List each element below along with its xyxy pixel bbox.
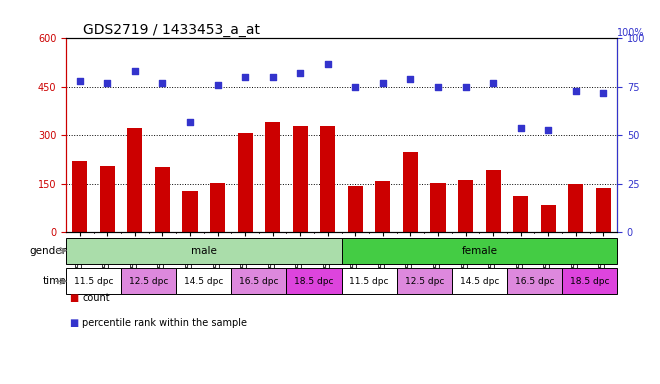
Text: ■: ■ — [69, 318, 79, 328]
Point — [129, 68, 140, 74]
Point — [378, 80, 388, 86]
Bar — [376, 181, 391, 232]
Bar — [596, 188, 611, 232]
Bar — [100, 166, 115, 232]
Bar — [562, 268, 617, 294]
Point — [433, 84, 444, 90]
Bar — [210, 183, 225, 232]
Text: GDS2719 / 1433453_a_at: GDS2719 / 1433453_a_at — [82, 23, 259, 37]
Point — [240, 74, 250, 80]
Bar — [513, 196, 528, 232]
Text: 14.5 dpc: 14.5 dpc — [459, 277, 499, 286]
Text: count: count — [82, 293, 110, 303]
Text: 16.5 dpc: 16.5 dpc — [239, 277, 279, 286]
Point — [267, 74, 278, 80]
Point — [185, 119, 195, 125]
Bar — [458, 180, 473, 232]
Bar — [72, 161, 87, 232]
Bar — [265, 122, 280, 232]
Point — [323, 61, 333, 67]
Bar — [127, 128, 143, 232]
Text: time: time — [42, 276, 66, 286]
Bar — [155, 167, 170, 232]
Bar — [507, 268, 562, 294]
Bar — [232, 268, 286, 294]
Text: 14.5 dpc: 14.5 dpc — [184, 277, 224, 286]
Point — [350, 84, 360, 90]
Bar — [568, 184, 583, 232]
Bar — [176, 268, 232, 294]
Point — [405, 76, 416, 82]
Bar — [121, 268, 176, 294]
Bar — [397, 268, 452, 294]
Point — [515, 124, 526, 131]
Bar — [541, 205, 556, 232]
Text: 16.5 dpc: 16.5 dpc — [515, 277, 554, 286]
Point — [102, 80, 113, 86]
Text: 12.5 dpc: 12.5 dpc — [129, 277, 168, 286]
Bar — [403, 152, 418, 232]
Text: male: male — [191, 245, 216, 256]
Bar — [342, 268, 397, 294]
Text: gender: gender — [29, 245, 66, 256]
Text: ■: ■ — [69, 293, 79, 303]
Bar — [430, 183, 446, 232]
Text: 18.5 dpc: 18.5 dpc — [294, 277, 334, 286]
Point — [295, 70, 306, 76]
Text: female: female — [461, 245, 498, 256]
Point — [598, 89, 609, 96]
Point — [75, 78, 85, 84]
Point — [157, 80, 168, 86]
Point — [488, 80, 498, 86]
Bar — [320, 126, 335, 232]
Text: 12.5 dpc: 12.5 dpc — [405, 277, 444, 286]
Point — [543, 126, 554, 132]
Bar — [348, 186, 363, 232]
Bar — [486, 170, 501, 232]
Bar — [238, 133, 253, 232]
Bar — [66, 238, 342, 263]
Point — [570, 88, 581, 94]
Bar — [342, 238, 617, 263]
Text: percentile rank within the sample: percentile rank within the sample — [82, 318, 248, 328]
Point — [460, 84, 471, 90]
Bar — [452, 268, 507, 294]
Text: 11.5 dpc: 11.5 dpc — [349, 277, 389, 286]
Bar — [286, 268, 342, 294]
Text: 11.5 dpc: 11.5 dpc — [74, 277, 114, 286]
Bar — [66, 268, 121, 294]
Bar — [292, 126, 308, 232]
Point — [213, 82, 223, 88]
Text: 100%: 100% — [617, 28, 645, 38]
Text: 18.5 dpc: 18.5 dpc — [570, 277, 609, 286]
Bar — [182, 191, 197, 232]
